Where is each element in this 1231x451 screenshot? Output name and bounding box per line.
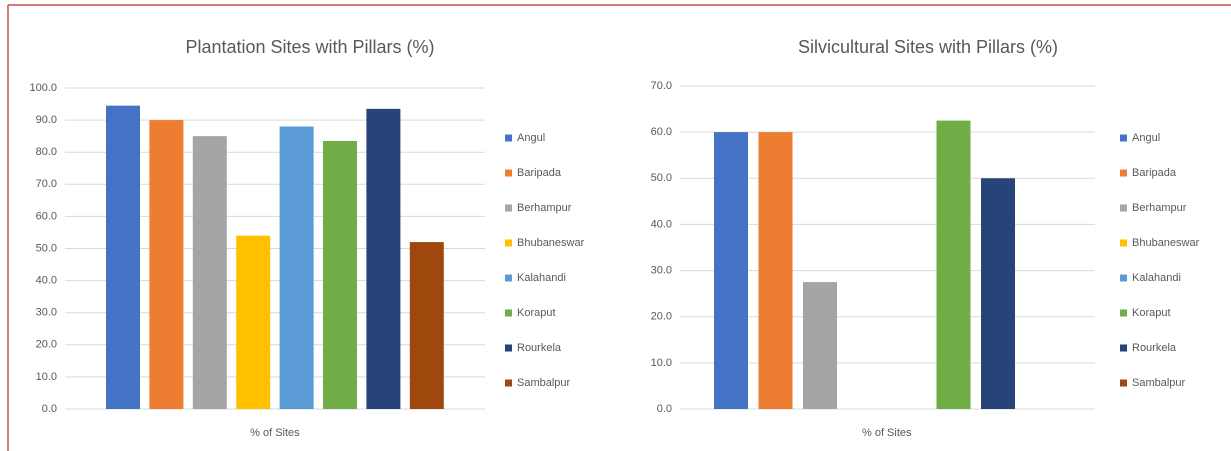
legend-swatch	[1120, 239, 1127, 247]
bar	[323, 140, 357, 409]
legend-label: Koraput	[517, 307, 556, 319]
legend-label: Baripada	[517, 167, 562, 179]
bar	[409, 242, 444, 409]
legend-label: Koraput	[1132, 307, 1171, 319]
y-tick-label: 0.0	[42, 403, 57, 415]
legend-swatch	[1120, 274, 1127, 282]
bar	[279, 126, 314, 410]
chart-title: Plantation Sites with Pillars (%)	[185, 37, 434, 57]
y-tick-label: 10.0	[651, 357, 672, 369]
y-tick-label: 100.0	[29, 82, 57, 94]
legend-swatch	[1120, 169, 1127, 177]
bar	[803, 282, 837, 409]
legend-label: Bhubaneswar	[517, 237, 585, 249]
y-tick-label: 80.0	[36, 146, 57, 158]
y-tick-label: 0.0	[657, 403, 672, 415]
x-tick-label: % of Sites	[250, 427, 300, 439]
y-tick-label: 90.0	[36, 114, 57, 126]
y-tick-label: 30.0	[651, 264, 672, 276]
legend-swatch	[505, 204, 512, 212]
y-tick-label: 60.0	[651, 126, 672, 138]
bar	[106, 105, 140, 409]
bar	[758, 132, 793, 409]
legend-label: Berhampur	[1132, 202, 1187, 214]
legend-swatch	[1120, 309, 1127, 317]
legend-label: Angul	[517, 132, 545, 144]
legend-label: Kalahandi	[1132, 272, 1181, 284]
legend-swatch	[1120, 134, 1127, 142]
y-tick-label: 30.0	[36, 307, 57, 319]
y-tick-label: 20.0	[651, 311, 672, 323]
bar	[236, 235, 271, 409]
y-tick-label: 70.0	[651, 80, 672, 92]
legend-swatch	[505, 344, 512, 352]
legend-swatch	[505, 239, 512, 247]
bar	[192, 136, 227, 409]
bar	[981, 178, 1015, 409]
legend-swatch	[505, 169, 512, 177]
legend-swatch	[1120, 344, 1127, 352]
bar	[149, 120, 184, 409]
legend-label: Baripada	[1132, 167, 1177, 179]
y-tick-label: 20.0	[36, 339, 57, 351]
legend-swatch	[505, 134, 512, 142]
legend-label: Rourkela	[517, 342, 562, 354]
chart-title: Silvicultural Sites with Pillars (%)	[798, 37, 1058, 57]
x-tick-label: % of Sites	[862, 427, 912, 439]
legend-swatch	[505, 379, 512, 387]
legend-label: Berhampur	[517, 202, 572, 214]
y-tick-label: 50.0	[36, 242, 57, 254]
y-tick-label: 10.0	[36, 371, 57, 383]
y-tick-label: 50.0	[651, 172, 672, 184]
legend-label: Kalahandi	[517, 272, 566, 284]
y-tick-label: 60.0	[36, 210, 57, 222]
bar	[366, 108, 401, 410]
legend-label: Angul	[1132, 132, 1160, 144]
bar	[714, 132, 748, 409]
bar	[936, 120, 971, 409]
legend-label: Sambalpur	[1132, 377, 1186, 389]
legend-label: Bhubaneswar	[1132, 237, 1200, 249]
y-tick-label: 70.0	[36, 178, 57, 190]
y-tick-label: 40.0	[651, 218, 672, 230]
y-tick-label: 40.0	[36, 275, 57, 287]
legend-swatch	[1120, 204, 1127, 212]
legend-label: Rourkela	[1132, 342, 1177, 354]
legend-swatch	[1120, 379, 1127, 387]
legend-swatch	[505, 274, 512, 282]
legend-label: Sambalpur	[517, 377, 571, 389]
legend-swatch	[505, 309, 512, 317]
